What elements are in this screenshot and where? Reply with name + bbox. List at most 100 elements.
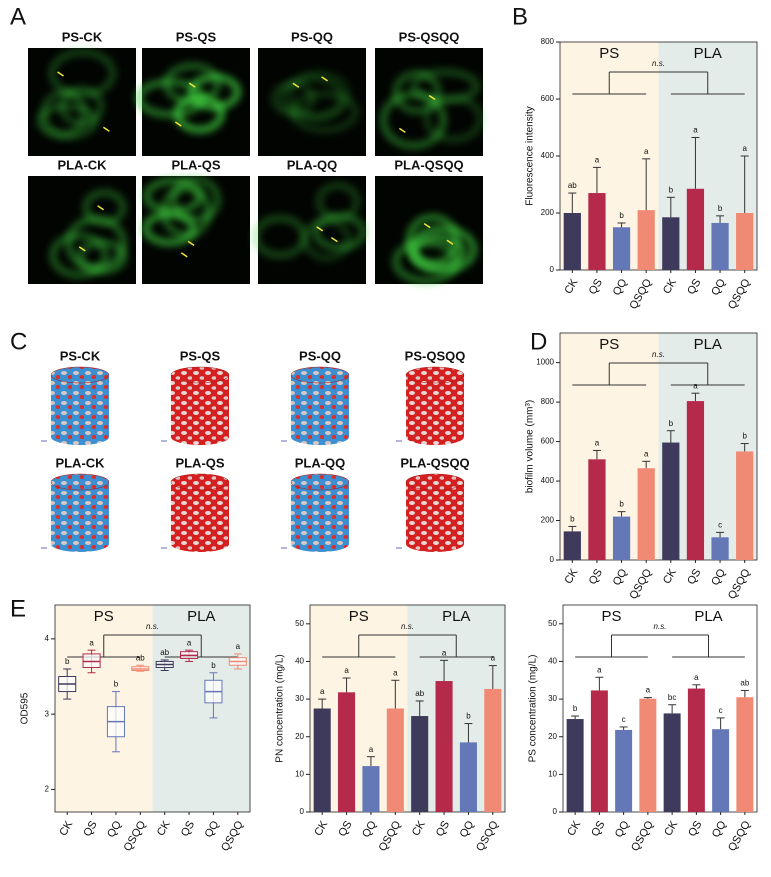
annotation: n.s.	[401, 622, 414, 631]
image-label: PLA-QSQQ	[394, 157, 463, 172]
cylinder-bottom	[51, 536, 109, 552]
plot-frame	[559, 332, 758, 561]
x-tick-label: QS	[434, 819, 452, 839]
significance-letter: a	[491, 654, 496, 663]
x-tick-label: QSQQ	[377, 819, 404, 854]
significance-letter: a	[693, 381, 698, 390]
cell-glow	[82, 189, 127, 226]
significance-letter: c	[719, 706, 723, 715]
y-tick-label: 30	[295, 694, 304, 703]
significance-letter: c	[718, 520, 722, 529]
cylinder-body	[171, 482, 229, 544]
significance-letter: b	[211, 661, 216, 670]
arrow	[188, 82, 196, 88]
cell-glow	[163, 62, 221, 105]
error-bar	[642, 460, 651, 469]
cylinder-top	[170, 473, 230, 491]
error-bar	[668, 704, 677, 714]
cell-glow	[174, 94, 225, 133]
cylinder-body	[291, 482, 349, 544]
cylinder-body	[51, 482, 109, 544]
y-axis-label: Fluorescence intensity	[525, 106, 536, 206]
significance-letter: b	[65, 657, 70, 666]
arrow	[292, 82, 300, 88]
x-tick-label: QSQQ	[219, 819, 246, 854]
x-tick-label: QQ	[458, 819, 477, 840]
error-bar	[716, 215, 725, 223]
significance-letter: a	[187, 638, 192, 647]
cylinder-bottom	[291, 429, 349, 445]
y-tick-label: 10	[295, 769, 304, 778]
group-label: PLA	[694, 45, 722, 62]
cylinder-bottom	[406, 429, 464, 445]
x-tick-label: QS	[686, 819, 704, 839]
group-label: PS	[601, 608, 621, 625]
group-label: PLA	[694, 608, 722, 625]
x-tick-label: QSQQ	[726, 277, 753, 312]
cell-glow	[392, 70, 442, 115]
image-label: PS-QQ	[299, 348, 341, 363]
y-axis-label: OD595	[20, 692, 31, 724]
x-tick-label: QS	[587, 277, 605, 297]
x-tick-label: QS	[179, 819, 197, 839]
error-bar	[571, 715, 580, 720]
group-label: PLA	[187, 608, 215, 625]
x-tick-label: QSQQ	[627, 277, 654, 312]
y-tick-label: 2	[45, 785, 50, 794]
x-tick-label: QQ	[611, 277, 630, 298]
x-tick-label: CK	[155, 818, 173, 838]
arrow	[428, 94, 436, 101]
cylinder-top	[50, 366, 110, 384]
x-tick-label: QS	[81, 819, 99, 839]
arrow	[423, 223, 431, 229]
y-tick-label: 1000	[536, 358, 554, 367]
panel-letter: D	[530, 328, 547, 355]
significance-letter: a	[236, 642, 241, 651]
y-tick-label: 600	[541, 437, 555, 446]
image-label: PLA-CK	[57, 157, 107, 172]
bar	[588, 459, 606, 560]
significance-letter: b	[573, 704, 578, 713]
cylinder-top	[290, 366, 350, 384]
bar	[686, 188, 705, 270]
image-label: PS-CK	[62, 29, 103, 44]
error-bar	[740, 155, 749, 213]
annotation: n.s.	[146, 622, 159, 631]
arrow	[446, 239, 454, 245]
x-tick-label: QSQQ	[627, 567, 654, 602]
arrow	[102, 126, 110, 132]
group-label: PLA	[442, 608, 470, 625]
bar	[338, 692, 356, 812]
cell-glow	[49, 232, 109, 278]
y-tick-label: 50	[295, 619, 304, 628]
plot-frame	[309, 604, 506, 813]
bar	[411, 716, 429, 812]
significance-letter: a	[369, 745, 374, 754]
x-tick-label: CK	[661, 276, 679, 296]
image-label: PS-QS	[180, 348, 221, 363]
y-tick-label: 0	[550, 265, 555, 274]
group-label: PLA	[694, 336, 722, 353]
x-tick-label: QS	[685, 567, 703, 587]
plot-frame	[54, 604, 251, 813]
arrow	[174, 121, 182, 127]
error-bar	[592, 449, 601, 460]
bar	[313, 708, 331, 812]
error-bar	[643, 697, 652, 699]
bar	[662, 442, 680, 560]
bar	[711, 537, 729, 560]
significance-letter: ab	[568, 181, 577, 190]
cell-glow	[40, 89, 88, 138]
x-tick-label: CK	[312, 818, 330, 838]
bar	[386, 708, 404, 812]
cell-glow	[170, 176, 221, 223]
x-tick-label: QSQQ	[474, 819, 501, 854]
significance-letter: a	[344, 666, 349, 675]
bar	[566, 719, 584, 812]
x-tick-label: QQ	[613, 819, 632, 840]
significance-letter: a	[597, 665, 602, 674]
significance-letter: b	[669, 419, 674, 428]
error-bar	[366, 756, 375, 767]
error-bar	[568, 525, 577, 532]
cylinder-bottom	[51, 429, 109, 445]
